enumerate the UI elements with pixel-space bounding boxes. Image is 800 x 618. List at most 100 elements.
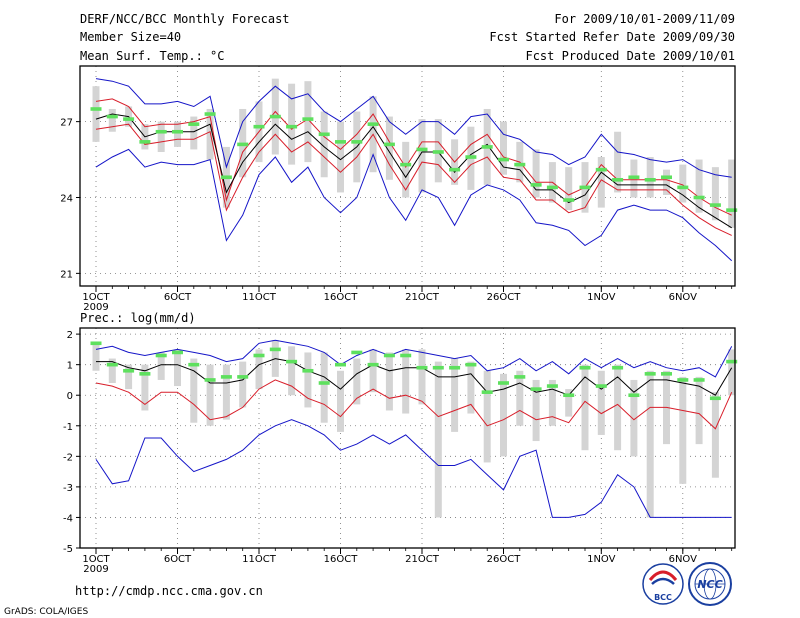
obs-marker [367, 122, 379, 126]
spread-box [288, 346, 296, 396]
header-produced-date: Fcst Produced Date 2009/10/01 [525, 49, 735, 63]
x-tick-label: 1OCT [82, 292, 110, 303]
series-min-line [95, 148, 733, 262]
obs-marker [155, 129, 167, 134]
header-period: For 2009/10/01-2009/11/09 [554, 12, 735, 26]
y-tick-label: -5 [63, 544, 73, 555]
obs-marker [383, 353, 395, 358]
x-tick-label: 6OCT [164, 292, 192, 303]
series-min-line [95, 419, 732, 518]
obs-marker [514, 162, 526, 167]
obs-marker [726, 359, 738, 364]
spread-box [255, 349, 263, 390]
y-tick-label: 1 [67, 361, 73, 372]
obs-marker [498, 157, 509, 162]
bcc-logo: BCC [642, 563, 684, 605]
spread-box [320, 111, 328, 178]
x-tick-label: 1NOV [587, 554, 616, 565]
obs-marker [465, 362, 477, 367]
spread-box [630, 379, 638, 457]
spread-box [500, 373, 507, 457]
obs-marker [498, 381, 509, 385]
obs-marker [661, 175, 672, 180]
obs-marker [400, 162, 412, 167]
spread-box [711, 167, 719, 221]
spread-box [451, 358, 459, 432]
y-tick-label: 0 [67, 391, 73, 402]
obs-marker [172, 350, 183, 355]
x-tick-label: 6NOV [669, 292, 698, 303]
spread-box [190, 358, 198, 423]
spread-box [304, 81, 312, 163]
spread-box [222, 364, 230, 420]
obs-marker [318, 381, 330, 385]
obs-marker [465, 155, 477, 159]
obs-marker [726, 208, 738, 212]
obs-marker [530, 183, 542, 187]
spread-box [320, 352, 328, 423]
spread-box [532, 379, 540, 442]
spread-box [92, 86, 100, 142]
spread-box [141, 364, 149, 411]
obs-marker [449, 365, 461, 370]
obs-marker [106, 362, 118, 367]
spread-box [418, 349, 426, 405]
spread-box [337, 121, 344, 193]
x-tick-label: 26OCT [487, 554, 522, 565]
obs-marker [628, 175, 640, 180]
x-tick-label: 16OCT [324, 292, 359, 303]
spread-box [304, 352, 312, 408]
plot-frame [79, 65, 736, 287]
obs-marker [155, 353, 167, 358]
x-tick-label: 11OCT [242, 292, 277, 303]
obs-marker [335, 140, 346, 144]
y-tick-label: 2 [67, 330, 73, 341]
obs-marker [416, 365, 428, 370]
obs-marker [253, 124, 265, 129]
grads-credit: GrADS: COLA/IGES [4, 607, 88, 617]
header-variable: Mean Surf. Temp.: °C [80, 49, 225, 63]
obs-marker [286, 124, 298, 129]
obs-marker [220, 375, 232, 379]
obs-marker [579, 185, 591, 190]
spread-box [174, 349, 181, 387]
obs-marker [709, 203, 721, 207]
spread-box [679, 376, 687, 484]
spread-box [108, 108, 116, 132]
obs-marker [677, 185, 689, 190]
obs-marker [693, 195, 705, 200]
spread-box [434, 361, 442, 518]
spread-box [695, 376, 703, 445]
x-tick-label: 6NOV [669, 554, 698, 565]
spread-box [467, 361, 475, 414]
obs-marker [481, 145, 493, 149]
spread-box [353, 358, 361, 405]
obs-marker [481, 390, 493, 394]
obs-marker [661, 372, 672, 376]
spread-box [190, 116, 198, 150]
header-title: DERF/NCC/BCC Monthly Forecast [80, 12, 290, 26]
obs-marker [302, 368, 314, 373]
spread-box [679, 164, 687, 203]
series-median-line [95, 113, 732, 229]
obs-marker [123, 368, 135, 373]
bcc-logo-text: BCC [654, 593, 672, 602]
obs-marker [106, 114, 118, 119]
obs-marker [123, 117, 135, 121]
obs-marker [237, 142, 249, 147]
obs-marker [139, 140, 151, 144]
obs-marker [595, 167, 607, 172]
spread-box [239, 361, 247, 408]
obs-marker [90, 107, 102, 111]
obs-marker [335, 362, 346, 367]
spread-box [174, 121, 181, 147]
obs-marker [628, 393, 640, 398]
ncc-logo: NCC [688, 562, 732, 606]
y-tick-label: -2 [63, 452, 73, 463]
obs-marker [709, 396, 721, 401]
obs-marker [237, 375, 249, 379]
obs-marker [612, 365, 624, 370]
x-tick-label: 6OCT [164, 554, 192, 565]
spread-box [711, 392, 719, 478]
